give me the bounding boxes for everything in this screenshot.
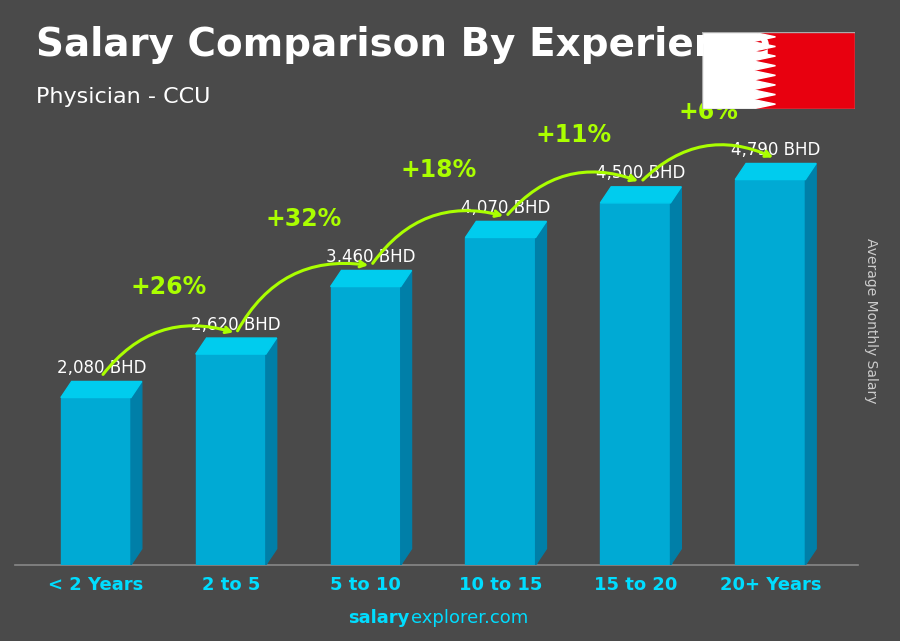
Text: +32%: +32% <box>266 207 342 231</box>
Text: +26%: +26% <box>130 274 207 299</box>
Text: 4,500 BHD: 4,500 BHD <box>596 164 686 183</box>
Polygon shape <box>600 203 670 565</box>
Polygon shape <box>806 163 816 565</box>
Text: Salary Comparison By Experience: Salary Comparison By Experience <box>36 26 770 63</box>
Polygon shape <box>752 61 776 71</box>
Text: 2,620 BHD: 2,620 BHD <box>192 315 281 333</box>
Polygon shape <box>536 221 546 565</box>
Polygon shape <box>752 71 776 80</box>
Polygon shape <box>465 237 536 565</box>
Polygon shape <box>330 271 411 287</box>
Polygon shape <box>195 354 266 565</box>
Polygon shape <box>752 80 776 90</box>
Text: Average Monthly Salary: Average Monthly Salary <box>864 238 878 403</box>
Polygon shape <box>670 187 681 565</box>
Text: +6%: +6% <box>679 100 738 124</box>
Polygon shape <box>400 271 411 565</box>
Polygon shape <box>752 90 776 99</box>
Polygon shape <box>330 287 400 565</box>
Polygon shape <box>195 338 276 354</box>
Text: 4,790 BHD: 4,790 BHD <box>731 141 821 159</box>
Text: Physician - CCU: Physician - CCU <box>36 87 211 106</box>
Polygon shape <box>752 32 776 42</box>
Polygon shape <box>752 99 776 109</box>
Polygon shape <box>600 187 681 203</box>
Text: 4,070 BHD: 4,070 BHD <box>462 199 551 217</box>
Text: explorer.com: explorer.com <box>411 609 528 627</box>
Polygon shape <box>131 381 142 565</box>
Text: 2,080 BHD: 2,080 BHD <box>57 359 146 377</box>
Text: +11%: +11% <box>536 123 611 147</box>
Text: +18%: +18% <box>400 158 477 182</box>
Polygon shape <box>735 179 806 565</box>
Polygon shape <box>752 51 776 61</box>
Polygon shape <box>735 163 816 179</box>
Bar <box>702 32 752 109</box>
Polygon shape <box>266 338 276 565</box>
Polygon shape <box>61 381 142 397</box>
Text: 3,460 BHD: 3,460 BHD <box>327 248 416 266</box>
Polygon shape <box>752 42 776 51</box>
Text: salary: salary <box>348 609 410 627</box>
Polygon shape <box>61 397 131 565</box>
Polygon shape <box>465 221 546 237</box>
